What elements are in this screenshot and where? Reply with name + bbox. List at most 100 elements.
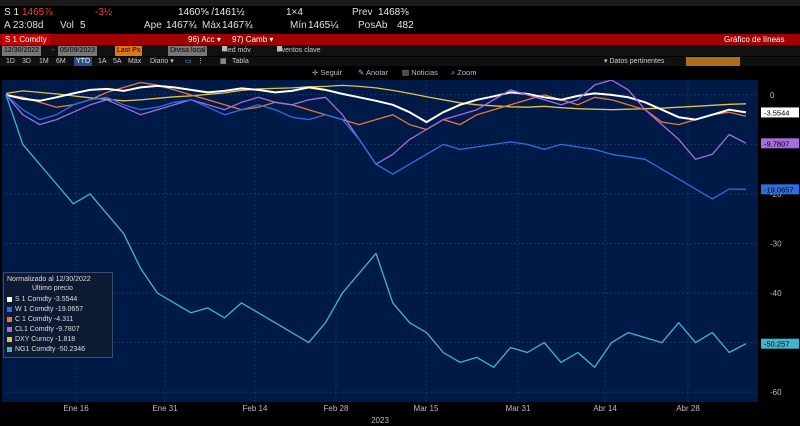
high-value: 1467¾ (222, 20, 253, 31)
plot-area (2, 80, 758, 402)
value-tag: -50.257 (761, 338, 799, 349)
high-label: Máx (202, 20, 221, 31)
legend-item-w1[interactable]: W 1 Comdty -19.0657 (7, 306, 83, 313)
series-line-w-1-comdty[interactable] (5, 94, 747, 200)
menu-acciones[interactable]: 96) Acc ▾ (188, 35, 221, 44)
legend-swatch (7, 296, 12, 302)
chart-toolbar: ✛ Seguir ✎ Anotar ▤ Noticias ⌕ Zoom (0, 67, 800, 79)
y-tick-label: -40 (770, 289, 782, 298)
date-separator: - (52, 47, 55, 54)
checkbox-icon (277, 46, 282, 51)
security-field[interactable]: S 1 Comdty (2, 34, 50, 45)
period-6m[interactable]: 6M (56, 58, 66, 65)
series-line-dxy-curncy[interactable] (5, 84, 747, 111)
value-tag-text: -3.5544 (764, 108, 789, 117)
series-lines (5, 80, 747, 368)
menu-cambio[interactable]: 97) Camb ▾ (232, 35, 274, 44)
x-tick-label: Feb 14 (243, 404, 268, 413)
series-line-ng1-comdty[interactable] (5, 94, 747, 368)
period-max[interactable]: Máx (128, 58, 142, 65)
x-axis-year: 2023 (371, 416, 389, 425)
value-tag-text: -9.7807 (764, 139, 789, 148)
legend-swatch (7, 316, 12, 322)
line-width-icon[interactable]: ⋮ (197, 58, 204, 65)
legend-label: CL1 Comdty (15, 326, 54, 333)
news-icon: ▤ (402, 68, 410, 77)
follow-button[interactable]: ✛ Seguir (312, 67, 342, 79)
news-button[interactable]: ▤ Noticias (402, 67, 438, 79)
legend-value: -9.7807 (55, 326, 80, 333)
x-tick-label: Feb 28 (324, 404, 349, 413)
chart-option-button[interactable] (686, 57, 740, 66)
low-value: 1465¼ (308, 20, 339, 31)
related-data-dropdown[interactable]: ▾ Datos pertinentes (604, 58, 665, 65)
legend-swatch (7, 326, 12, 332)
legend-label: NG1 Comdty (15, 346, 56, 353)
legend-item-c1[interactable]: C 1 Comdty -4.311 (7, 316, 73, 323)
start-date-field[interactable]: 12/30/2022 (2, 46, 42, 56)
legend-label: S 1 Comdty (15, 296, 52, 303)
zoom-button[interactable]: ⌕ Zoom (451, 67, 476, 79)
zoom-label: Zoom (457, 68, 477, 77)
y-tick-label: -60 (770, 388, 782, 397)
legend-item-cl1[interactable]: CL1 Comdty -9.7807 (7, 326, 80, 333)
y-tick-label: -20 (770, 190, 782, 199)
legend-value: -50.2346 (57, 346, 86, 353)
volume-label: Vol (60, 20, 74, 31)
bid-ask-size: 1×4 (286, 7, 303, 18)
legend-item-s1[interactable]: S 1 Comdty -3.5544 (7, 296, 77, 303)
x-tick-label: Abr 14 (593, 404, 617, 413)
legend-title: Normalizado al 12/30/2022 (7, 276, 91, 283)
value-tag-bg (761, 338, 799, 349)
prev-value: 1468⅜ (378, 7, 409, 18)
legend-subtitle: Último precio (32, 285, 73, 292)
top-strip (0, 0, 800, 6)
period-5a[interactable]: 5A (113, 58, 122, 65)
annotate-label: Anotar (365, 68, 389, 77)
value-tag-bg (761, 107, 799, 118)
currency-selector[interactable]: Divisa local (168, 46, 208, 56)
moving-average-toggle[interactable]: Med móv (222, 46, 251, 56)
checkbox-icon (222, 46, 227, 51)
table-icon[interactable]: ▦ (220, 58, 227, 65)
legend-item-ng1[interactable]: NG1 Comdty -50.2346 (7, 346, 85, 353)
period-1a[interactable]: 1A (98, 58, 107, 65)
period-ytd[interactable]: YTD (74, 57, 92, 66)
value-tag-bg (761, 184, 799, 195)
legend-swatch (7, 346, 12, 352)
posab-value: 482 (397, 20, 414, 31)
time-label: A 23:08d (4, 20, 44, 31)
legend-value: -4.311 (53, 316, 74, 323)
annotate-button[interactable]: ✎ Anotar (358, 67, 388, 79)
legend-item-dxy[interactable]: DXY Curncy -1.818 (7, 336, 75, 343)
line-style-icon[interactable]: ▭ (185, 58, 192, 65)
end-date-field[interactable]: 05/09/2023 (58, 46, 98, 56)
moving-average-label: Med móv (222, 47, 251, 54)
legend-label: W 1 Comdty (15, 306, 54, 313)
key-events-toggle[interactable]: Eventos clave (277, 46, 321, 56)
period-1d[interactable]: 1D (6, 58, 15, 65)
field-selector[interactable]: Last Px (115, 46, 143, 56)
legend-swatch (7, 306, 12, 312)
x-tick-label: Mar 15 (414, 404, 439, 413)
legend-value: -1.818 (55, 336, 76, 343)
related-data-label: Datos pertinentes (609, 58, 665, 65)
legend-swatch (7, 336, 12, 342)
period-1m[interactable]: 1M (39, 58, 49, 65)
value-tags: -3.5544 -9.7807 -19.0657 -50.257 (761, 107, 799, 349)
legend[interactable]: Normalizado al 12/30/2022 Último precio … (3, 272, 113, 358)
table-button[interactable]: Tabla (232, 58, 249, 65)
filter-bar: 12/30/2022 - 05/09/2023 Last Px Divisa l… (0, 46, 800, 56)
y-tick-label: 0 (770, 91, 775, 100)
series-line-s-1-comdty[interactable] (5, 84, 747, 124)
value-tag-bg (761, 138, 799, 149)
x-axis: Ene 16 Ene 31 Feb 14 Feb 28 Mar 15 Mar 31 Abr … (63, 404, 700, 413)
series-line-c-1-comdty[interactable] (5, 81, 747, 131)
command-bar: S 1 Comdty 96) Acc ▾ 97) Camb ▾ Gráfico … (0, 34, 800, 45)
period-3d[interactable]: 3D (22, 58, 31, 65)
crosshair-icon: ✛ (312, 68, 319, 77)
value-tag: -3.5544 (761, 107, 799, 118)
frequency-selector[interactable]: Diario ▾ (150, 58, 174, 65)
low-label: Mín (290, 20, 307, 31)
